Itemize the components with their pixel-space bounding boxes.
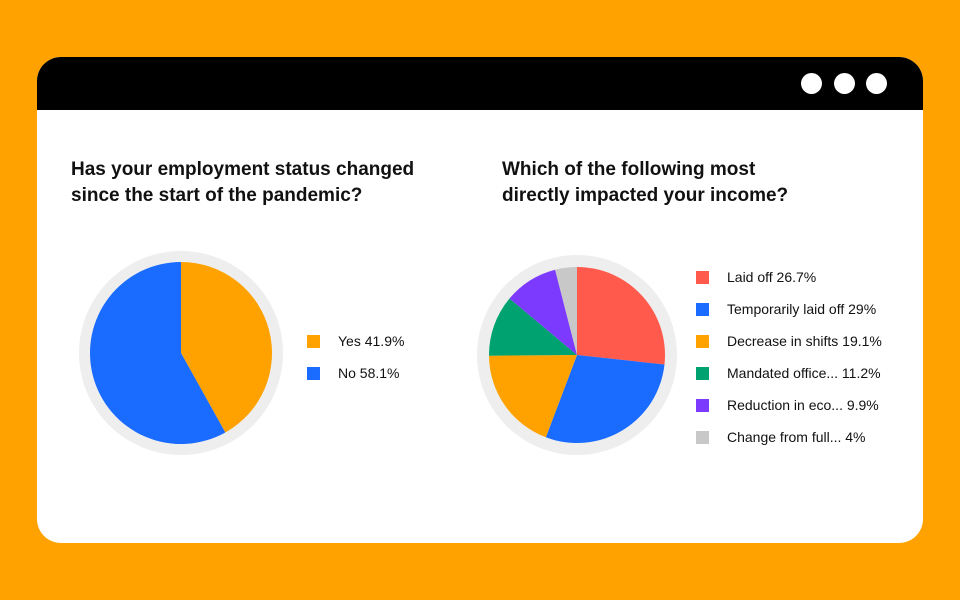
legend-item[interactable]: Mandated office... 11.2% (696, 365, 882, 397)
window-titlebar (37, 57, 923, 110)
legend-label: Mandated office... 11.2% (727, 365, 881, 381)
legend-label: Yes 41.9% (338, 333, 405, 349)
legend-employment: Yes 41.9% No 58.1% (307, 333, 404, 397)
legend-label: Laid off 26.7% (727, 269, 817, 285)
legend-label: Decrease in shifts 19.1% (727, 333, 882, 349)
pie-slice-change-from-full-4[interactable] (555, 267, 577, 355)
legend-label: No 58.1% (338, 365, 400, 381)
legend-swatch (307, 367, 320, 380)
legend-swatch (696, 399, 709, 412)
legend-label: Change from full... 4% (727, 429, 866, 445)
legend-swatch (696, 303, 709, 316)
legend-item[interactable]: Yes 41.9% (307, 333, 404, 365)
chart-title-employment: Has your employment status changed since… (71, 159, 415, 206)
legend-swatch (307, 335, 320, 348)
pie-slice-decrease-in-shifts-19-1[interactable] (489, 355, 577, 438)
window-dot-1[interactable] (801, 73, 822, 94)
legend-swatch (696, 335, 709, 348)
legend-label: Temporarily laid off 29% (727, 301, 877, 317)
pie-chart-employment (79, 251, 283, 455)
pie-slice-reduction-in-eco-9-9[interactable] (509, 269, 577, 355)
legend-item[interactable]: Reduction in eco... 9.9% (696, 397, 882, 429)
legend-income: Laid off 26.7% Temporarily laid off 29% De… (696, 269, 882, 461)
legend-swatch (696, 271, 709, 284)
chart-title-income: Which of the following most directly imp… (502, 159, 789, 206)
legend-item[interactable]: Decrease in shifts 19.1% (696, 333, 882, 365)
legend-item[interactable]: Change from full... 4% (696, 429, 882, 461)
pie-slice-no[interactable] (90, 262, 226, 444)
window-dot-3[interactable] (866, 73, 887, 94)
chart-window: Has your employment status changed since… (37, 57, 923, 543)
pie-slice-laid-off-26-7[interactable] (577, 267, 665, 365)
legend-label: Reduction in eco... 9.9% (727, 397, 879, 413)
pie-slice-temporarily-laid-off-29[interactable] (545, 355, 665, 443)
pie-chart-income (477, 255, 677, 455)
window-dot-2[interactable] (834, 73, 855, 94)
legend-item[interactable]: Laid off 26.7% (696, 269, 882, 301)
legend-swatch (696, 367, 709, 380)
legend-item[interactable]: Temporarily laid off 29% (696, 301, 882, 333)
pie-slice-yes[interactable] (181, 262, 273, 433)
pie-slice-mandated-office-11-2[interactable] (489, 298, 577, 356)
legend-swatch (696, 431, 709, 444)
legend-item[interactable]: No 58.1% (307, 365, 404, 397)
